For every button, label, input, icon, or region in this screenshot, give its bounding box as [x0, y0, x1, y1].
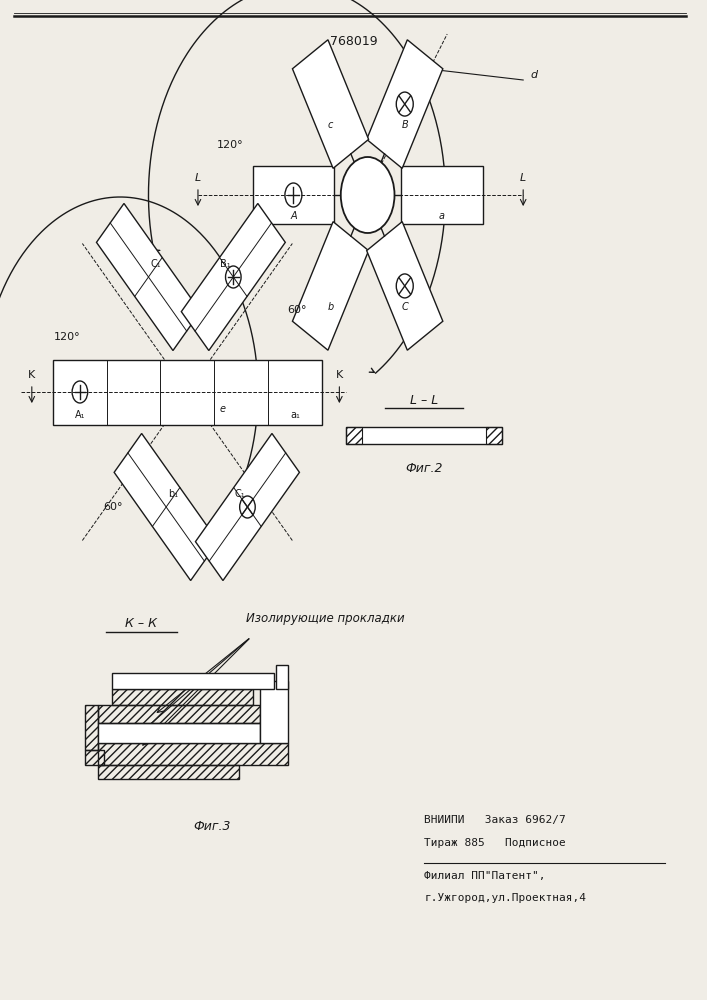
Polygon shape — [367, 222, 443, 350]
Text: K: K — [336, 370, 343, 380]
Text: L: L — [520, 173, 526, 183]
Text: C: C — [402, 302, 408, 312]
Polygon shape — [114, 433, 218, 581]
Bar — [98, 705, 260, 723]
Text: C₁: C₁ — [235, 489, 245, 499]
Text: 60°: 60° — [287, 305, 307, 315]
Text: e: e — [220, 404, 226, 414]
Text: a₁: a₁ — [290, 410, 300, 420]
Bar — [486, 426, 502, 444]
Text: ВНИИПИ   Заказ 6962/7: ВНИИПИ Заказ 6962/7 — [424, 815, 566, 825]
Text: b: b — [327, 302, 334, 312]
Bar — [85, 705, 98, 750]
Bar — [346, 426, 502, 444]
Text: 60°: 60° — [103, 502, 123, 512]
Bar — [260, 681, 288, 743]
Text: Изолирующие прокладки: Изолирующие прокладки — [246, 612, 404, 625]
Text: K: K — [28, 370, 35, 380]
Text: г.Ужгород,ул.Проектная,4: г.Ужгород,ул.Проектная,4 — [424, 893, 586, 903]
Polygon shape — [53, 360, 322, 424]
Text: A: A — [290, 211, 297, 221]
Text: Тираж 885   Подписное: Тираж 885 Подписное — [424, 838, 566, 848]
Text: A₁: A₁ — [75, 410, 85, 420]
Text: К – К: К – К — [125, 617, 158, 630]
Text: Филиал ПП"Патент",: Филиал ПП"Патент", — [424, 871, 546, 881]
Polygon shape — [96, 203, 201, 351]
Text: B₁: B₁ — [221, 259, 231, 269]
Text: C₁: C₁ — [151, 259, 161, 269]
Text: b₁: b₁ — [168, 489, 179, 499]
Bar — [98, 723, 260, 743]
Polygon shape — [402, 166, 482, 224]
Bar — [112, 689, 253, 705]
Bar — [98, 765, 239, 779]
Text: L – L: L – L — [410, 394, 438, 407]
Text: a: a — [439, 211, 445, 221]
Bar — [98, 743, 288, 765]
Text: d: d — [530, 70, 537, 80]
Bar — [85, 750, 104, 765]
Polygon shape — [293, 40, 368, 168]
Text: Фиг.3: Фиг.3 — [193, 820, 231, 833]
Polygon shape — [293, 222, 368, 350]
Circle shape — [341, 157, 395, 233]
Text: L: L — [195, 173, 201, 183]
Text: 120°: 120° — [216, 140, 243, 150]
Text: Фиг.2: Фиг.2 — [405, 462, 443, 475]
Polygon shape — [367, 40, 443, 168]
Text: c: c — [328, 120, 333, 130]
Bar — [346, 426, 362, 444]
Bar — [276, 665, 288, 689]
Text: 768019: 768019 — [329, 35, 378, 48]
Text: B: B — [402, 120, 408, 130]
Polygon shape — [253, 166, 334, 224]
Bar — [112, 673, 274, 689]
Polygon shape — [195, 433, 300, 581]
Polygon shape — [181, 203, 286, 351]
Text: 120°: 120° — [54, 332, 81, 342]
